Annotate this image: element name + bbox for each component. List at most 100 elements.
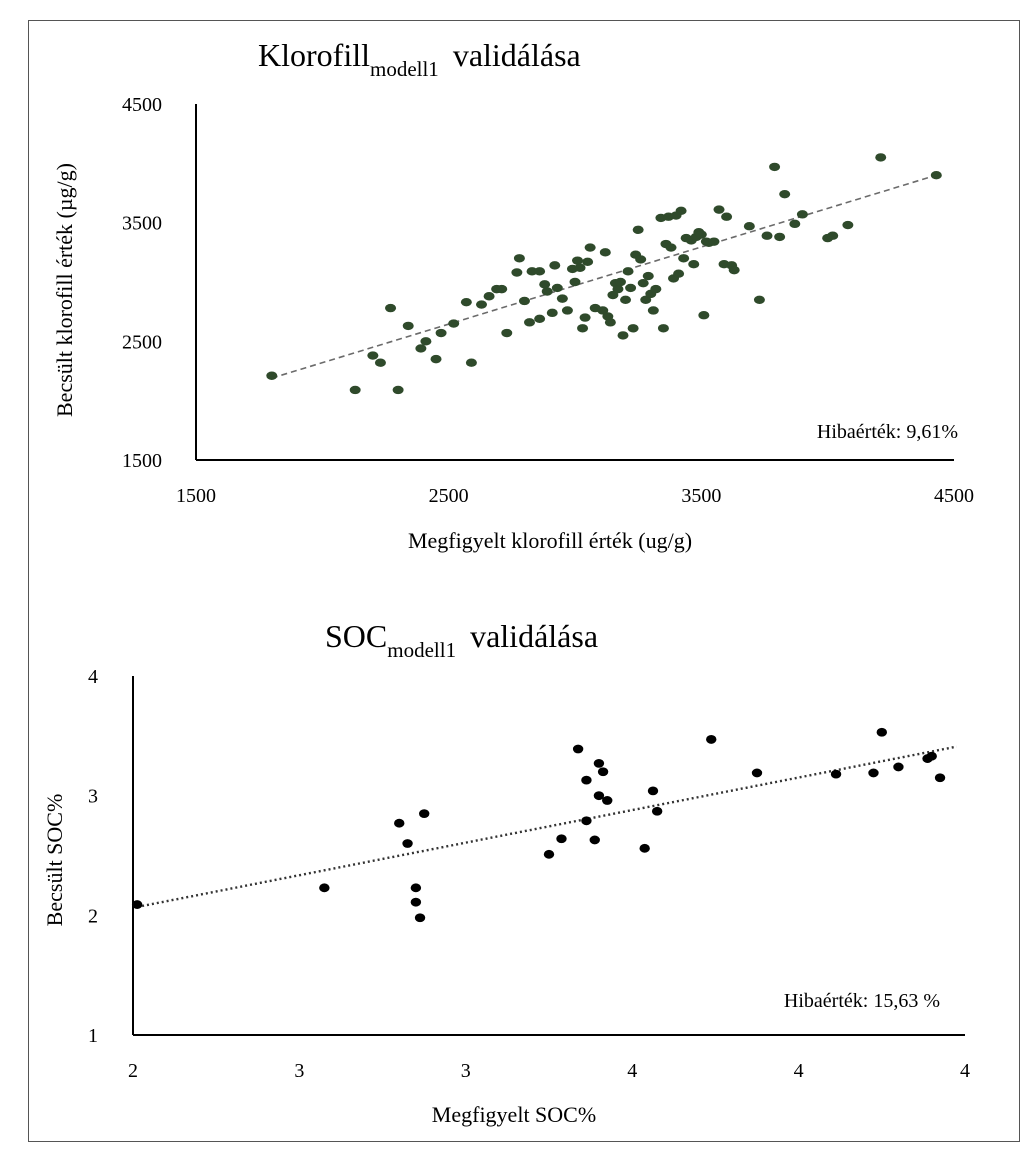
data-point <box>599 248 611 257</box>
data-point <box>534 314 546 323</box>
data-point <box>620 295 632 304</box>
data-point <box>678 254 690 263</box>
y-tick-label: 4500 <box>122 94 162 116</box>
data-point <box>266 371 278 380</box>
data-point <box>496 284 508 294</box>
data-point <box>622 267 634 276</box>
data-point <box>728 265 740 275</box>
data-point <box>543 849 555 859</box>
data-point <box>402 321 414 331</box>
data-point <box>392 385 404 395</box>
data-point <box>556 834 567 844</box>
chart2-y-label: Becsült SOC% <box>42 794 67 927</box>
data-point <box>632 225 644 234</box>
data-point <box>639 843 650 853</box>
data-point <box>688 260 700 269</box>
data-point <box>483 292 495 301</box>
data-point <box>647 306 659 315</box>
data-point <box>501 328 513 338</box>
data-point <box>713 205 725 214</box>
data-point <box>385 303 397 313</box>
data-point <box>617 331 629 340</box>
data-point <box>753 295 765 304</box>
data-point <box>673 269 685 278</box>
data-point <box>930 171 942 180</box>
x-tick-label: 4 <box>627 1060 637 1082</box>
data-point <box>584 243 596 252</box>
data-point <box>518 296 530 306</box>
data-point <box>708 237 720 246</box>
data-point <box>597 767 609 777</box>
data-point <box>637 278 649 288</box>
data-point <box>627 324 639 333</box>
data-point <box>868 768 879 778</box>
data-point <box>582 257 594 267</box>
data-point <box>640 295 652 304</box>
data-point <box>539 280 551 289</box>
chart2-trendline <box>136 745 957 909</box>
data-point <box>549 261 561 270</box>
data-point <box>779 189 791 199</box>
data-point <box>394 818 405 828</box>
data-point <box>657 324 669 333</box>
data-point <box>541 287 553 296</box>
data-point <box>604 318 616 327</box>
data-point <box>513 254 525 263</box>
data-point <box>420 337 432 346</box>
data-point <box>796 210 808 219</box>
data-point <box>647 786 659 796</box>
data-point <box>511 268 523 277</box>
data-point <box>934 773 946 783</box>
data-point <box>789 219 801 229</box>
data-point <box>612 284 624 294</box>
chart2-x-label: Megfigyelt SOC% <box>432 1102 596 1127</box>
data-point <box>579 313 591 322</box>
data-point <box>524 318 536 327</box>
data-point <box>827 231 839 240</box>
data-point <box>569 277 581 287</box>
chart1-x-label: Megfigyelt klorofill érték (ug/g) <box>408 528 692 553</box>
chart2-title: SOCmodell1 validálása <box>325 618 598 662</box>
y-tick-label: 2500 <box>122 331 162 353</box>
data-point <box>349 385 361 395</box>
data-point <box>551 283 563 293</box>
x-tick-label: 4 <box>794 1060 804 1082</box>
data-point <box>572 744 584 754</box>
figure-frame <box>28 20 1020 1142</box>
data-point <box>460 297 472 307</box>
y-tick-label: 4 <box>88 666 98 688</box>
data-point <box>665 243 677 252</box>
data-point <box>419 809 430 819</box>
data-point <box>476 300 488 309</box>
data-point <box>435 328 447 338</box>
data-point <box>448 319 460 328</box>
y-tick-label: 3 <box>88 786 98 808</box>
chart1-y-label: Becsült klorofill érték (µg/g) <box>52 163 77 417</box>
data-point <box>625 283 637 293</box>
data-point <box>561 306 573 315</box>
data-point <box>556 294 568 303</box>
x-tick-label: 1500 <box>176 485 216 507</box>
data-point <box>642 271 654 281</box>
data-point <box>430 354 442 364</box>
data-point <box>131 900 143 909</box>
data-point <box>410 897 422 907</box>
data-point <box>414 913 426 923</box>
data-point <box>319 883 330 893</box>
data-point <box>614 277 626 287</box>
data-point <box>574 263 586 272</box>
data-point <box>769 162 781 172</box>
data-point <box>602 796 613 805</box>
y-tick-label: 1 <box>88 1025 98 1047</box>
data-point <box>607 290 619 300</box>
y-tick-label: 2 <box>88 905 98 927</box>
chart1-title: Klorofillmodell1 validálása <box>258 37 581 81</box>
data-point <box>546 308 558 318</box>
data-point <box>893 762 904 772</box>
data-point <box>367 351 379 360</box>
chart2-annotation: Hibaérték: 15,63 % <box>784 990 940 1012</box>
data-point <box>830 769 842 779</box>
data-point <box>761 231 773 240</box>
data-point <box>651 806 663 816</box>
